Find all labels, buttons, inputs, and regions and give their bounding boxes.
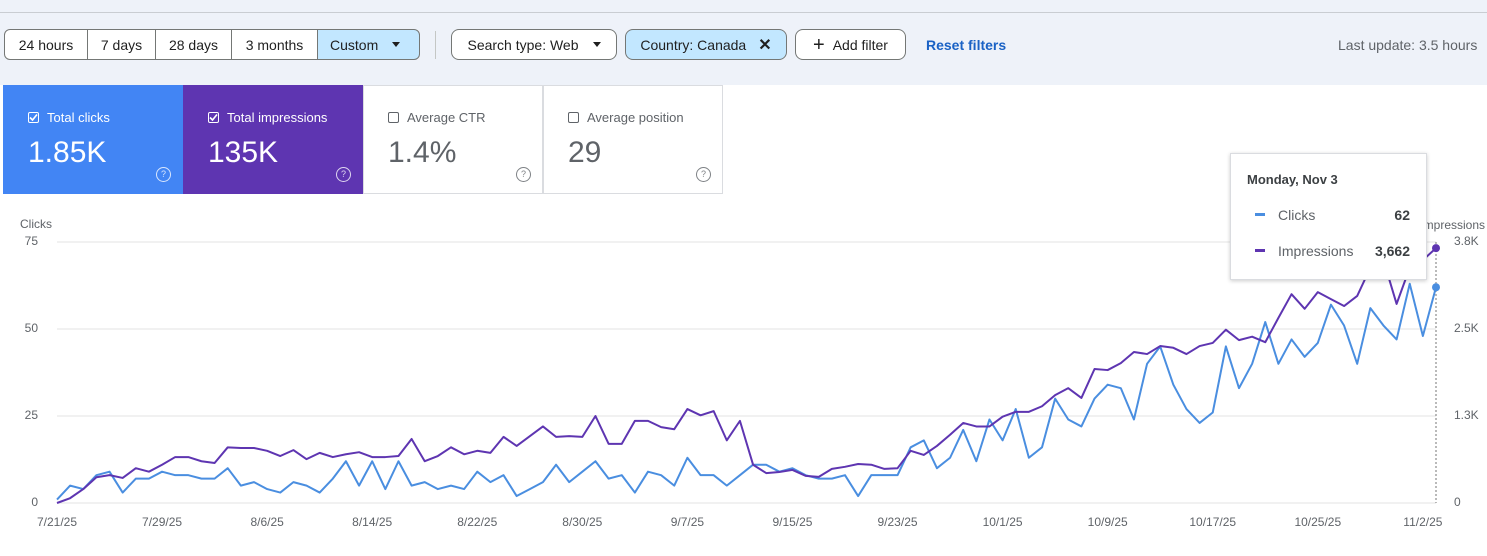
help-icon: ? bbox=[336, 167, 351, 182]
y2-axis-title: Impressions bbox=[1420, 218, 1485, 232]
metric-card[interactable]: Total impressions 135K? bbox=[183, 85, 363, 194]
range-button[interactable]: Custom bbox=[317, 29, 420, 60]
y2-tick-label: 3.8K bbox=[1454, 234, 1479, 248]
metric-value: 135K bbox=[208, 136, 279, 169]
y-tick-label: 0 bbox=[31, 495, 38, 509]
x-tick-label: 9/7/25 bbox=[671, 515, 705, 529]
add-filter-button[interactable]: + Add filter bbox=[795, 29, 906, 60]
y2-tick-label: 1.3K bbox=[1454, 408, 1479, 422]
range-label: 28 days bbox=[168, 36, 219, 53]
checkbox bbox=[388, 112, 399, 123]
series-line bbox=[56, 247, 1437, 504]
filter-label: Search type: Web bbox=[467, 36, 579, 53]
x-tick-label: 8/6/25 bbox=[250, 515, 284, 529]
x-tick-label: 7/21/25 bbox=[37, 515, 77, 529]
y-axis-title: Clicks bbox=[20, 217, 52, 231]
metric-card[interactable]: Average position 29? bbox=[543, 85, 723, 194]
x-tick-label: 7/29/25 bbox=[142, 515, 182, 529]
x-tick-label: 8/22/25 bbox=[457, 515, 497, 529]
tooltip: Monday, Nov 3 Clicks 62 Impressions 3,662 bbox=[1230, 153, 1427, 280]
legend-name: Clicks bbox=[1278, 207, 1316, 223]
plus-icon: + bbox=[813, 33, 825, 56]
hover-point bbox=[1432, 283, 1440, 292]
y2-tick-label: 0 bbox=[1454, 495, 1461, 509]
divider bbox=[0, 12, 1487, 13]
legend-swatch bbox=[1255, 249, 1265, 252]
x-tick-label: 10/9/25 bbox=[1088, 515, 1128, 529]
x-tick-label: 8/30/25 bbox=[562, 515, 602, 529]
tooltip-title: Monday, Nov 3 bbox=[1247, 172, 1338, 187]
tooltip-value: 62 bbox=[1394, 207, 1410, 223]
y-tick-label: 75 bbox=[25, 234, 39, 248]
y-tick-label: 50 bbox=[25, 321, 39, 335]
metric-card[interactable]: Total clicks 1.85K? bbox=[3, 85, 183, 194]
x-tick-label: 10/1/25 bbox=[983, 515, 1023, 529]
metric-value: 29 bbox=[568, 136, 602, 169]
range-label: Custom bbox=[330, 36, 379, 53]
x-tick-label: 10/25/25 bbox=[1294, 515, 1341, 529]
filter-label: Country: Canada bbox=[640, 36, 747, 53]
toolbar: 24 hours 7 days 28 days 3 months Custom Searc… bbox=[0, 0, 1487, 85]
metric-label: Average CTR bbox=[407, 110, 486, 125]
checkbox bbox=[568, 112, 579, 123]
metric-card[interactable]: Average CTR 1.4%? bbox=[363, 85, 543, 194]
filter-chip[interactable]: Country: Canada ✕ bbox=[625, 29, 787, 60]
help-icon: ? bbox=[696, 167, 711, 182]
range-button[interactable]: 7 days bbox=[87, 29, 156, 60]
range-label: 24 hours bbox=[18, 36, 74, 53]
y-tick-label: 25 bbox=[25, 408, 39, 422]
range-button[interactable]: 24 hours bbox=[4, 29, 88, 60]
dropdown-arrow bbox=[392, 42, 401, 47]
reset-filters-link[interactable]: Reset filters bbox=[926, 37, 1007, 53]
range-label: 7 days bbox=[100, 36, 143, 53]
series-line bbox=[56, 282, 1437, 501]
x-tick-label: 9/23/25 bbox=[878, 515, 918, 529]
range-button[interactable]: 28 days bbox=[155, 29, 232, 60]
hover-point bbox=[1432, 244, 1440, 253]
y2-tick-label: 2.5K bbox=[1454, 321, 1479, 335]
legend-swatch bbox=[1255, 213, 1265, 216]
add-filter-label: Add filter bbox=[832, 36, 888, 53]
separator bbox=[435, 31, 436, 59]
help-icon: ? bbox=[156, 167, 171, 182]
last-update: Last update: 3.5 hours bbox=[1338, 37, 1478, 53]
tooltip-value: 3,662 bbox=[1374, 243, 1410, 259]
filter-chip[interactable]: Search type: Web bbox=[451, 29, 617, 60]
remove-filter[interactable]: ✕ bbox=[758, 36, 772, 54]
x-tick-label: 9/15/25 bbox=[772, 515, 812, 529]
range-label: 3 months bbox=[245, 36, 304, 53]
metric-value: 1.85K bbox=[28, 136, 107, 169]
x-tick-label: 8/14/25 bbox=[352, 515, 392, 529]
dropdown-arrow bbox=[592, 42, 601, 47]
range-button[interactable]: 3 months bbox=[231, 29, 318, 60]
metric-label: Average position bbox=[587, 110, 684, 125]
metric-label: Total impressions bbox=[227, 110, 328, 125]
legend-name: Impressions bbox=[1278, 243, 1354, 259]
x-tick-label: 10/17/25 bbox=[1189, 515, 1236, 529]
x-tick-label: 11/2/25 bbox=[1403, 515, 1442, 529]
help-icon: ? bbox=[516, 167, 531, 182]
checkbox bbox=[28, 112, 39, 123]
metric-value: 1.4% bbox=[388, 136, 457, 169]
metric-label: Total clicks bbox=[47, 110, 110, 125]
checkbox bbox=[208, 112, 219, 123]
